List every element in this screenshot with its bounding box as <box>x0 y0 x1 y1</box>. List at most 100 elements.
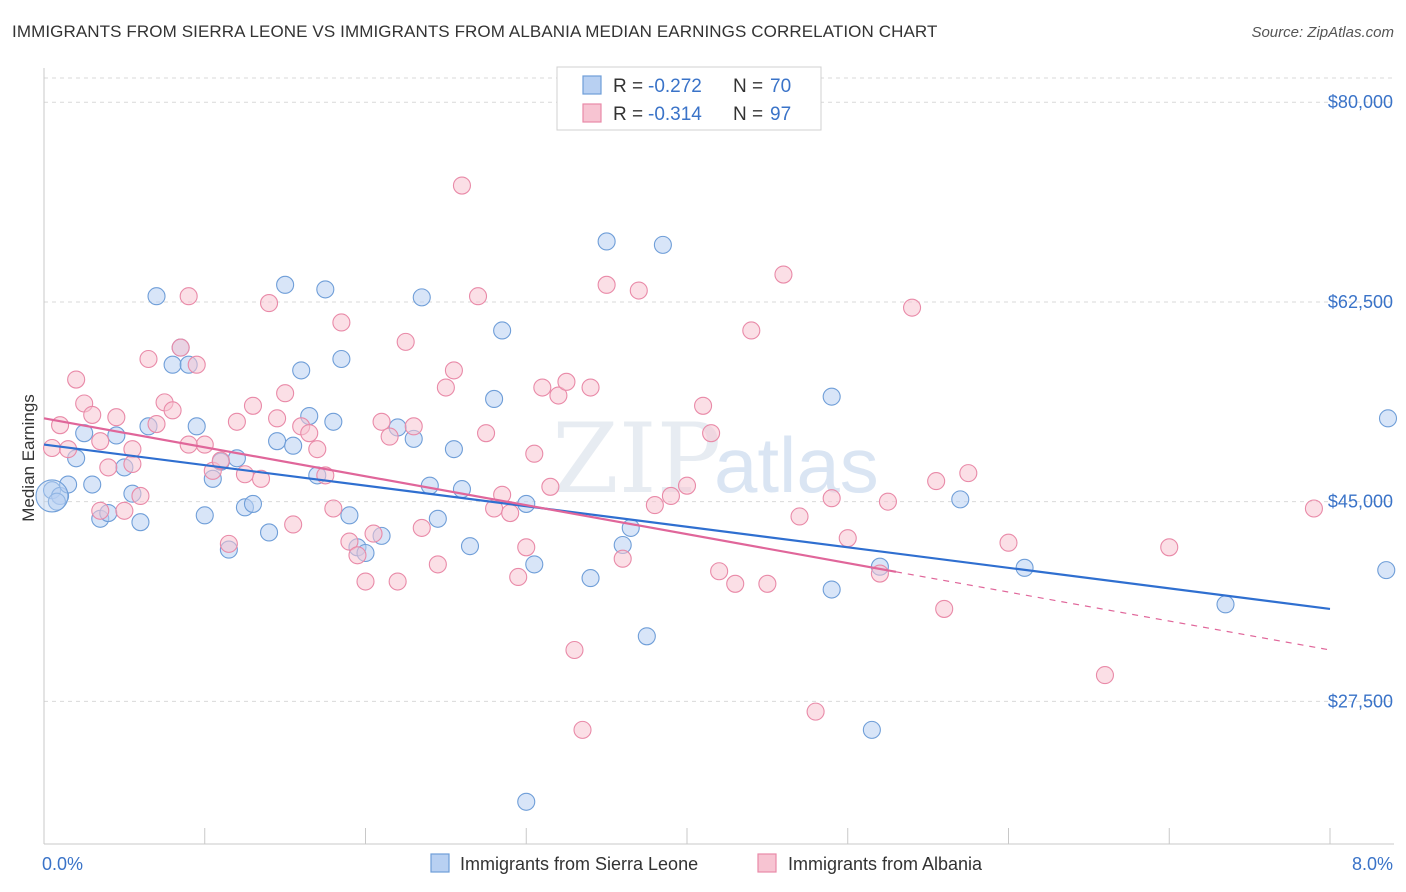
sierra-leone-point <box>131 513 150 532</box>
x-tick-label: 0.0% <box>42 854 83 874</box>
grid-layer <box>44 77 1394 702</box>
albania-point <box>179 287 198 306</box>
albania-point <box>959 464 978 483</box>
albania-point <box>372 412 391 431</box>
albania-point <box>147 414 166 434</box>
albania-point <box>468 287 488 306</box>
albania-point <box>1304 499 1323 518</box>
albania-point <box>1160 538 1179 557</box>
sierra-leone-point <box>147 287 166 306</box>
source-label: Source: ZipAtlas.com <box>1251 24 1394 41</box>
sierra-leone-point <box>316 280 335 299</box>
albania-point <box>356 572 375 591</box>
albania-point <box>702 424 721 443</box>
albania-point <box>927 472 946 491</box>
albania-point <box>533 378 552 397</box>
albania-point <box>42 438 62 458</box>
legend-n-value: 97 <box>770 104 791 125</box>
watermark: ZIP atlas <box>552 403 879 515</box>
albania-point <box>774 265 793 284</box>
albania-point <box>396 332 415 351</box>
albania-point <box>541 477 560 496</box>
albania-point <box>565 640 584 660</box>
albania-point <box>758 574 777 593</box>
legend-r-value: -0.314 <box>648 104 702 125</box>
albania-point <box>115 501 134 520</box>
legend-series-name: Immigrants from Sierra Leone <box>460 854 698 874</box>
trend-line-albania <box>43 417 897 573</box>
albania-point <box>276 384 295 403</box>
albania-point <box>340 532 359 551</box>
albania-point <box>999 533 1018 552</box>
albania-point <box>268 409 287 428</box>
albania-point <box>131 486 150 505</box>
albania-point <box>597 275 616 294</box>
albania-point <box>300 424 319 443</box>
albania-point <box>91 432 110 451</box>
trend-line-sierra-leone <box>43 443 1331 611</box>
sierra-leone-point <box>243 494 263 513</box>
albania-point <box>694 396 713 415</box>
chart-title: IMMIGRANTS FROM SIERRA LEONE VS IMMIGRAN… <box>12 22 938 41</box>
legend-n-value: 70 <box>770 76 791 97</box>
albania-point <box>549 386 568 405</box>
albania-point <box>581 378 600 397</box>
albania-point <box>219 534 238 553</box>
albania-point <box>348 546 367 565</box>
sierra-leone-point <box>35 479 69 513</box>
albania-point <box>404 417 423 436</box>
sierra-leone-point <box>324 412 343 431</box>
albania-point <box>661 486 680 505</box>
legend-swatch-albania <box>582 103 602 123</box>
albania-point <box>838 529 857 548</box>
sierra-leone-point <box>276 275 295 294</box>
albania-point <box>790 507 809 526</box>
y-axis-label: Median Earnings <box>19 394 38 522</box>
y-tick-label: $62,500 <box>1328 292 1393 312</box>
albania-point <box>324 499 343 518</box>
albania-point <box>878 492 897 511</box>
y-tick-label: $27,500 <box>1328 691 1393 711</box>
sierra-leone-point <box>951 490 970 509</box>
legend-n-label: N = <box>733 76 763 97</box>
sierra-leone-point <box>1015 558 1034 577</box>
x-tick-label: 8.0% <box>1352 854 1393 874</box>
albania-point <box>501 504 520 523</box>
albania-point <box>806 702 825 721</box>
albania-point <box>629 281 648 300</box>
albania-point <box>477 424 496 443</box>
sierra-leone-point <box>340 506 359 525</box>
sierra-leone-point <box>444 440 463 459</box>
legend-n-label: N = <box>733 104 763 125</box>
watermark-zip: ZIP <box>552 403 721 515</box>
sierra-leone-point <box>822 387 841 406</box>
sierra-leone-point <box>47 492 66 511</box>
albania-point <box>380 427 399 446</box>
sierra-leone-point <box>428 509 447 528</box>
sierra-leone-point <box>485 389 504 408</box>
legend-r-label: R = <box>613 104 643 125</box>
albania-point <box>83 405 102 424</box>
sierra-leone-point <box>1377 561 1396 580</box>
albania-point <box>171 338 190 357</box>
sierra-leone-point <box>412 288 431 307</box>
albania-point <box>428 555 447 574</box>
albania-point <box>163 401 182 420</box>
albania-point <box>99 458 118 477</box>
trend-line-albania-extrapolated <box>895 571 1331 651</box>
albania-point <box>935 599 954 618</box>
albania-point <box>243 396 263 415</box>
stats-legend: R = -0.272 N = 70 R = -0.314 N = 97 <box>556 66 822 131</box>
albania-point <box>91 501 110 520</box>
sierra-leone-point <box>822 580 841 599</box>
legend-r-label: R = <box>613 76 643 97</box>
albania-point <box>645 496 664 515</box>
sierra-leone-point <box>187 417 206 436</box>
albania-point <box>187 355 206 374</box>
albania-point <box>332 313 351 332</box>
sierra-leone-point <box>195 506 214 525</box>
albania-point <box>822 489 841 508</box>
series-legend: Immigrants from Sierra Leone Immigrants … <box>430 853 983 874</box>
sierra-leone-point <box>292 361 311 380</box>
